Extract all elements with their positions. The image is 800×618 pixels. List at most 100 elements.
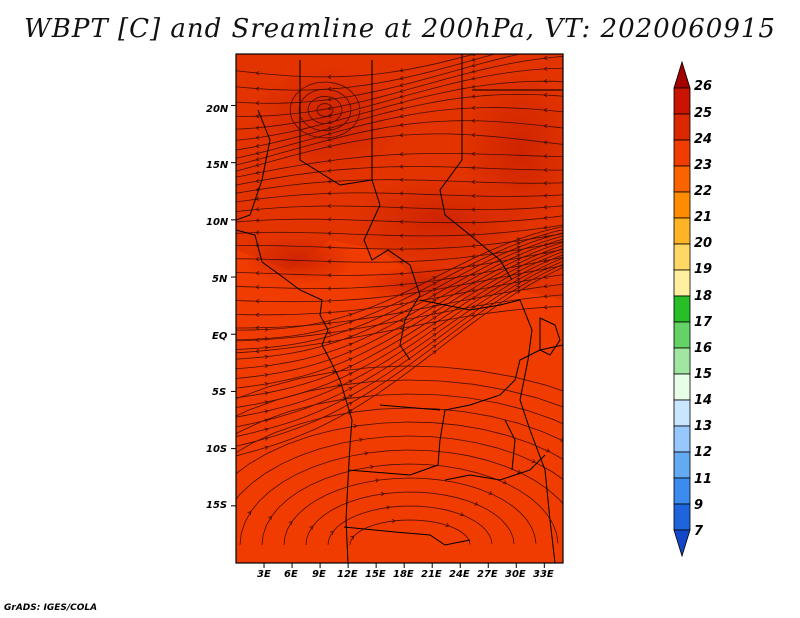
colorbar-swatch	[673, 60, 691, 89]
streamline	[305, 491, 515, 546]
colorbar-swatch	[673, 425, 691, 453]
streamline-arrow	[380, 491, 385, 497]
streamline-arrow	[543, 266, 548, 271]
streamline-arrow	[369, 464, 375, 469]
lon-label-9e: 9E	[312, 569, 326, 580]
streamline-arrow	[399, 122, 404, 127]
streamline-arrow	[471, 76, 476, 81]
streamline-arrow	[264, 354, 269, 359]
colorbar-label-17: 17	[694, 315, 713, 330]
streamline-arrow	[543, 225, 548, 230]
streamline-arrow	[391, 518, 396, 524]
streamline-arrow	[399, 191, 404, 196]
streamline-arrow	[399, 94, 404, 99]
colorbar-label-25: 25	[694, 106, 713, 121]
streamline-arrow	[348, 327, 353, 332]
streamline-arrow	[327, 310, 332, 315]
streamline-arrow	[327, 273, 332, 278]
streamline-arrow	[399, 325, 404, 331]
streamline-arrow	[603, 406, 606, 409]
streamline-arrow	[516, 237, 521, 242]
streamline-arrow	[516, 257, 521, 262]
streamline-arrow	[264, 345, 269, 350]
streamline-arrow	[516, 269, 521, 274]
streamline-arrow	[353, 424, 358, 429]
streamline-arrow	[516, 261, 521, 266]
streamline-arrow	[544, 32, 547, 35]
lon-label-24e: 24E	[449, 569, 470, 580]
streamline-arrow	[474, 501, 479, 506]
streamline-arrow	[350, 535, 355, 540]
lon-label-33e: 33E	[533, 569, 554, 580]
colorbar-label-12: 12	[694, 445, 713, 460]
colorbar-label-22: 22	[694, 184, 713, 199]
colorbar-swatch	[673, 295, 691, 323]
streamline-arrow	[543, 140, 548, 145]
streamline-arrow	[327, 74, 332, 80]
colorbar-label-20: 20	[694, 236, 713, 251]
streamline-arrow	[399, 133, 404, 138]
streamline	[289, 81, 361, 139]
streamline-arrow	[327, 203, 332, 209]
streamline-arrow	[255, 157, 260, 162]
streamline-arrow	[264, 427, 269, 432]
colorbar-swatch	[673, 503, 691, 531]
colorbar-label-26: 26	[694, 79, 713, 94]
colorbar-swatch	[673, 217, 691, 245]
streamline-arrow	[471, 254, 476, 259]
streamline-arrow	[255, 196, 260, 202]
streamline-arrow	[348, 387, 353, 391]
colorbar-swatch	[673, 451, 691, 479]
streamline-arrow	[471, 263, 476, 268]
streamline-arrow	[432, 350, 437, 355]
lon-label-15e: 15E	[365, 569, 386, 580]
streamline-arrow	[471, 132, 476, 138]
lat-label-15n: 15N	[206, 160, 229, 171]
streamline	[298, 88, 352, 132]
streamline-arrow	[264, 382, 269, 387]
streamline-arrow	[255, 178, 260, 183]
lat-label-10n: 10N	[206, 217, 229, 228]
streamline-arrow	[227, 507, 230, 510]
streamline	[236, 393, 563, 435]
streamline-arrow	[255, 285, 260, 290]
streamline-arrow	[471, 193, 476, 199]
streamline-arrow	[264, 327, 269, 332]
streamline-arrow	[124, 482, 127, 485]
streamline-arrow	[575, 427, 578, 430]
colorbar-label-21: 21	[694, 210, 713, 225]
colorbar-label-7: 7	[694, 524, 704, 539]
streamline-arrow	[399, 301, 404, 306]
lat-label-eq: EQ	[212, 331, 228, 342]
streamline	[349, 519, 471, 546]
streamline	[236, 435, 563, 501]
colorbar-swatch	[673, 87, 691, 115]
streamline-arrow	[399, 164, 404, 169]
colorbar-label-16: 16	[694, 341, 713, 356]
streamline-arrow	[488, 490, 493, 495]
streamline-arrow	[516, 282, 521, 286]
streamline-arrow	[589, 417, 592, 420]
streamline-arrow	[255, 71, 260, 76]
streamline-arrow	[327, 286, 332, 291]
streamline-arrow	[327, 217, 332, 222]
streamline-arrow	[255, 114, 260, 119]
streamline	[316, 103, 334, 117]
streamline-arrow	[165, 492, 168, 495]
colorbar-swatch	[673, 113, 691, 141]
lon-label-21e: 21E	[421, 569, 442, 580]
streamline-arrow	[399, 177, 404, 182]
colorbar-swatch	[673, 165, 691, 193]
lat-label-10s: 10S	[206, 444, 228, 455]
streamline-arrow	[432, 316, 437, 321]
map-title: WBPT [C] and Sreamline at 200hPa, VT: 20…	[24, 14, 776, 44]
streamline-arrow	[386, 505, 391, 510]
streamline-arrow	[399, 246, 404, 252]
streamline-arrow	[399, 282, 404, 287]
lon-label-27e: 27E	[477, 569, 498, 580]
streamline-arrow	[471, 243, 476, 249]
streamline	[327, 505, 493, 546]
colorbar-label-19: 19	[694, 262, 713, 277]
streamline-arrow	[399, 310, 404, 315]
streamline-arrow	[471, 220, 476, 225]
